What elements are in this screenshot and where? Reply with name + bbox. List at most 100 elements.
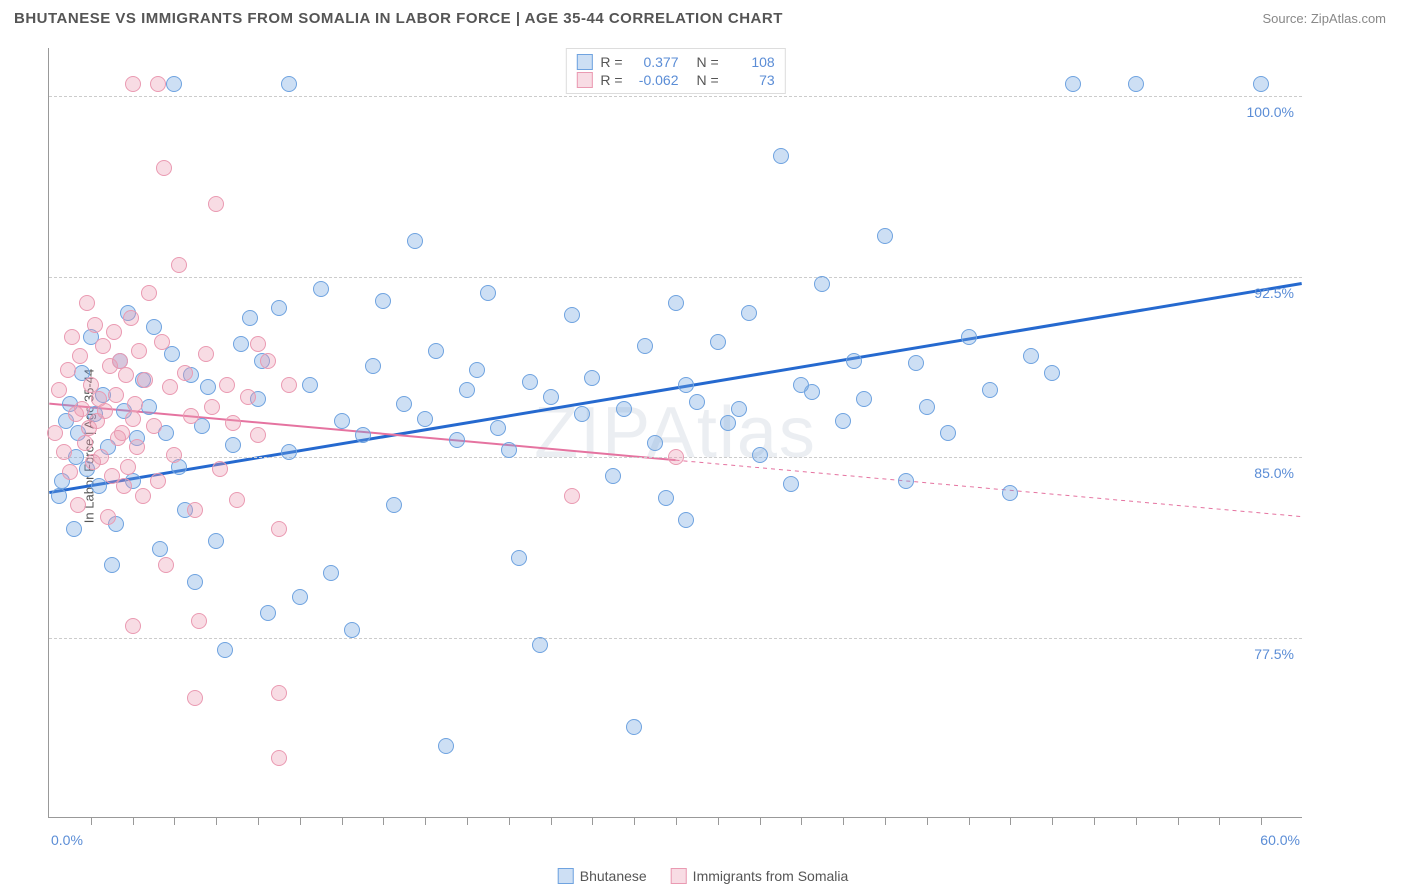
x-tick-mark [634, 817, 635, 825]
data-point [95, 338, 111, 354]
data-point [56, 444, 72, 460]
stat-value-r: 0.377 [631, 54, 679, 70]
data-point [428, 343, 444, 359]
y-tick-label: 85.0% [1254, 465, 1294, 481]
data-point [637, 338, 653, 354]
data-point [64, 329, 80, 345]
data-point [501, 442, 517, 458]
data-point [250, 427, 266, 443]
data-point [626, 719, 642, 735]
data-point [511, 550, 527, 566]
header: BHUTANESE VS IMMIGRANTS FROM SOMALIA IN … [0, 0, 1406, 32]
data-point [225, 437, 241, 453]
data-point [1044, 365, 1060, 381]
x-tick-mark [509, 817, 510, 825]
x-tick-mark [300, 817, 301, 825]
legend-stat-row: R =0.377 N =108 [576, 53, 774, 71]
data-point [250, 336, 266, 352]
trend-lines-svg [49, 48, 1302, 817]
data-point [51, 488, 67, 504]
x-tick-mark [342, 817, 343, 825]
data-point [137, 372, 153, 388]
data-point [898, 473, 914, 489]
data-point [543, 389, 559, 405]
data-point [154, 334, 170, 350]
data-point [438, 738, 454, 754]
stat-label-r: R = [600, 54, 622, 70]
data-point [814, 276, 830, 292]
data-point [166, 76, 182, 92]
data-point [678, 377, 694, 393]
data-point [846, 353, 862, 369]
data-point [407, 233, 423, 249]
data-point [225, 415, 241, 431]
data-point [152, 541, 168, 557]
x-tick-mark [927, 817, 928, 825]
stat-label-n: N = [697, 72, 719, 88]
data-point [961, 329, 977, 345]
data-point [125, 618, 141, 634]
data-point [1065, 76, 1081, 92]
data-point [271, 521, 287, 537]
data-point [1128, 76, 1144, 92]
data-point [877, 228, 893, 244]
data-point [731, 401, 747, 417]
data-point [166, 447, 182, 463]
x-tick-mark [760, 817, 761, 825]
data-point [79, 295, 95, 311]
data-point [908, 355, 924, 371]
trend-line-extrapolated [676, 460, 1302, 516]
data-point [141, 399, 157, 415]
data-point [689, 394, 705, 410]
data-point [208, 196, 224, 212]
data-point [131, 343, 147, 359]
data-point [313, 281, 329, 297]
data-point [187, 502, 203, 518]
data-point [710, 334, 726, 350]
data-point [522, 374, 538, 390]
data-point [574, 406, 590, 422]
data-point [60, 362, 76, 378]
data-point [47, 425, 63, 441]
data-point [584, 370, 600, 386]
x-tick-mark [467, 817, 468, 825]
data-point [191, 613, 207, 629]
data-point [146, 418, 162, 434]
data-point [323, 565, 339, 581]
data-point [1253, 76, 1269, 92]
x-tick-mark [676, 817, 677, 825]
x-tick-mark [969, 817, 970, 825]
data-point [417, 411, 433, 427]
data-point [104, 557, 120, 573]
data-point [835, 413, 851, 429]
data-point [1002, 485, 1018, 501]
data-point [616, 401, 632, 417]
data-point [125, 411, 141, 427]
data-point [271, 750, 287, 766]
legend-swatch-icon [576, 54, 592, 70]
data-point [564, 307, 580, 323]
x-tick-mark [174, 817, 175, 825]
data-point [856, 391, 872, 407]
x-tick-mark [718, 817, 719, 825]
data-point [480, 285, 496, 301]
data-point [200, 379, 216, 395]
data-point [66, 521, 82, 537]
data-point [187, 690, 203, 706]
data-point [647, 435, 663, 451]
x-tick-mark [801, 817, 802, 825]
data-point [490, 420, 506, 436]
data-point [162, 379, 178, 395]
x-tick-label: 60.0% [1260, 832, 1300, 848]
data-point [396, 396, 412, 412]
x-tick-mark [425, 817, 426, 825]
data-point [229, 492, 245, 508]
gridline [49, 638, 1302, 639]
data-point [344, 622, 360, 638]
data-point [281, 76, 297, 92]
data-point [156, 160, 172, 176]
x-tick-mark [885, 817, 886, 825]
data-point [146, 319, 162, 335]
data-point [219, 377, 235, 393]
data-point [217, 642, 233, 658]
